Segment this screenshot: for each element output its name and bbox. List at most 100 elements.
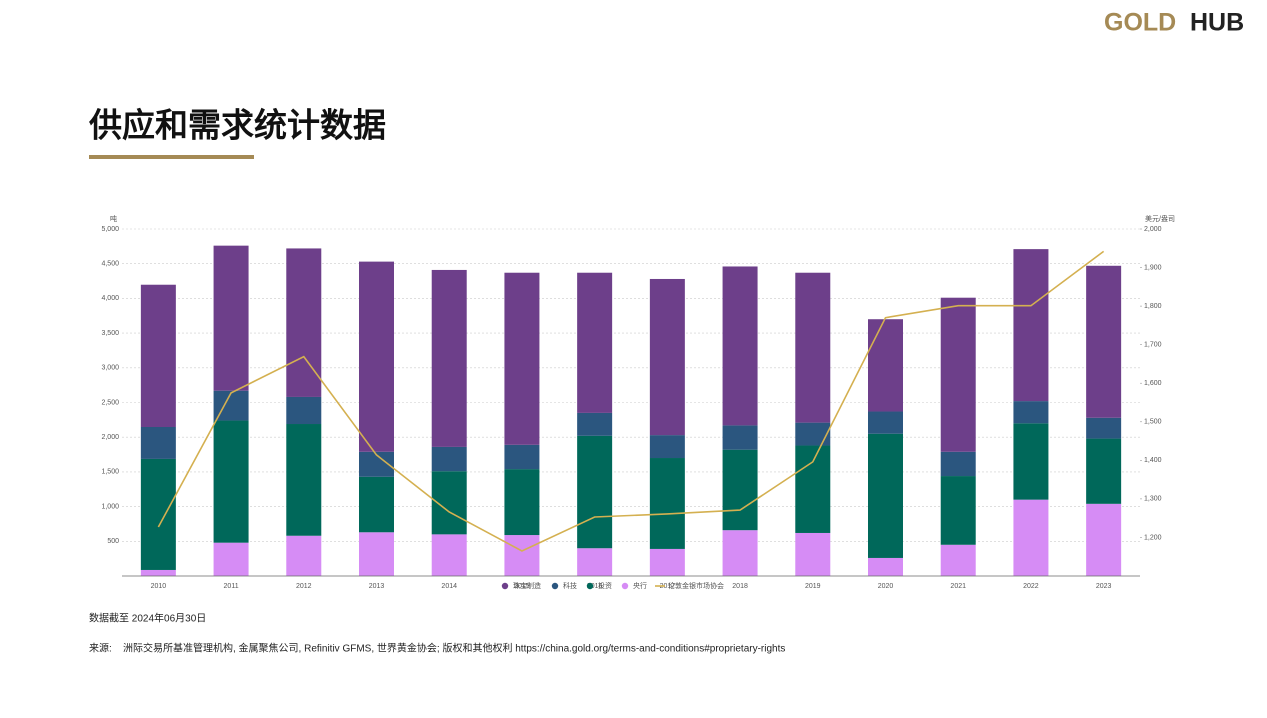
y-tick-label: 4,000 (101, 295, 119, 302)
bar-segment (868, 411, 903, 434)
bar-segment (1086, 438, 1122, 504)
bar-segment (431, 446, 467, 472)
bar-segment (722, 425, 758, 450)
bar-segment (1013, 249, 1049, 402)
bar-segment (649, 435, 685, 459)
legend-marker (551, 582, 559, 590)
y2-tick-label: 1,800 (1144, 303, 1162, 310)
y2-tick-label: 1,300 (1144, 496, 1162, 503)
bar-segment (868, 319, 903, 412)
bar-segment (140, 426, 176, 459)
bar-segment (795, 532, 831, 576)
x-tick-label: 2019 (805, 583, 821, 590)
bar-segment (649, 548, 685, 576)
x-tick-label: 2023 (1096, 583, 1112, 590)
y2-axis-label: 美元/盎司 (1145, 214, 1175, 223)
legend-label: 央行 (633, 581, 647, 590)
bar-segment (1086, 265, 1122, 418)
bar-segment (504, 535, 540, 576)
bar-segment (649, 278, 685, 436)
logo-gold: GOLD (1104, 9, 1176, 37)
y-tick-label: 3,500 (101, 330, 119, 337)
bar-segment (286, 248, 322, 397)
bar-segment (940, 476, 976, 545)
bar-segment (286, 424, 322, 536)
y-tick-label: 1,500 (101, 469, 119, 476)
bar-segment (795, 272, 831, 423)
bar-segment (359, 532, 394, 576)
price-line (157, 250, 1105, 552)
bar-segment (213, 542, 249, 576)
x-tick-label: 2017 (660, 583, 676, 590)
bar-segment (213, 420, 249, 543)
bar-segment (504, 272, 540, 445)
bar-segment (940, 451, 976, 477)
y-tick-label: 2,000 (101, 434, 119, 441)
bar-segment (286, 396, 322, 425)
x-tick-label: 2018 (732, 583, 748, 590)
bar-segment (577, 412, 613, 436)
y2-tick-label: 1,900 (1144, 264, 1162, 271)
bar-segment (359, 261, 394, 452)
x-tick-label: 2020 (878, 583, 894, 590)
y-tick-label: 4,500 (101, 261, 119, 268)
logo-hub: HUB (1190, 9, 1244, 37)
bar-segment (504, 444, 540, 470)
bar-segment (213, 245, 249, 391)
bar-segment (504, 469, 540, 536)
bar-segment (577, 272, 613, 413)
bar-segment (722, 530, 758, 576)
bar-segment (1013, 401, 1049, 424)
y2-tick-label: 2,000 (1144, 226, 1162, 233)
footer-source-label: 来源: (89, 642, 112, 655)
legend-label: 珠宝制造 (513, 581, 541, 590)
y2-tick-label: 1,400 (1144, 457, 1162, 464)
bar-segment (1086, 503, 1122, 576)
x-tick-label: 2010 (151, 583, 167, 590)
bar-segment (795, 422, 831, 446)
x-tick-label: 2013 (369, 583, 385, 590)
bar-segment (940, 544, 976, 576)
bar-segment (140, 458, 176, 570)
bar-segment (649, 458, 685, 549)
y-tick-label: 500 (107, 538, 119, 545)
bar-segment (577, 435, 613, 549)
y2-tick-label: 1,500 (1144, 419, 1162, 426)
footer-date: 数据截至 2024年06月30日 (89, 612, 206, 625)
bar-segment (359, 476, 394, 533)
bar-segment (431, 534, 467, 576)
y-tick-label: 1,000 (101, 503, 119, 510)
footer-source: 洲际交易所基准管理机构, 金属聚焦公司, Refinitiv GFMS, 世界黄… (123, 642, 785, 655)
bar-segment (795, 445, 831, 533)
bar-segment (140, 569, 176, 576)
bar-segment (868, 557, 903, 576)
y2-tick-label: 1,200 (1144, 534, 1162, 541)
legend-marker (621, 582, 629, 590)
title-underline (89, 155, 254, 159)
x-tick-label: 2014 (441, 583, 457, 590)
bar-segment (431, 269, 467, 447)
legend-marker (586, 582, 594, 590)
bar-segment (140, 284, 176, 427)
legend-label: 科技 (563, 581, 577, 590)
y-axis-label: 吨 (110, 214, 117, 223)
y2-tick-label: 1,600 (1144, 380, 1162, 387)
x-tick-label: 2012 (296, 583, 312, 590)
x-tick-label: 2015 (514, 583, 530, 590)
y-tick-label: 5,000 (101, 226, 119, 233)
x-tick-label: 2021 (950, 583, 966, 590)
x-tick-label: 2016 (587, 583, 603, 590)
bar-segment (1013, 423, 1049, 500)
bar-segment (722, 449, 758, 531)
bar-segment (1086, 417, 1122, 439)
y-tick-label: 2,500 (101, 399, 119, 406)
bar-segment (722, 266, 758, 426)
y2-tick-label: 1,700 (1144, 342, 1162, 349)
bar-segment (577, 548, 613, 576)
y-tick-label: 3,000 (101, 365, 119, 372)
legend-label: 伦敦金银市场协会 (668, 581, 724, 590)
x-tick-label: 2022 (1023, 583, 1039, 590)
x-tick-label: 2011 (224, 583, 239, 590)
